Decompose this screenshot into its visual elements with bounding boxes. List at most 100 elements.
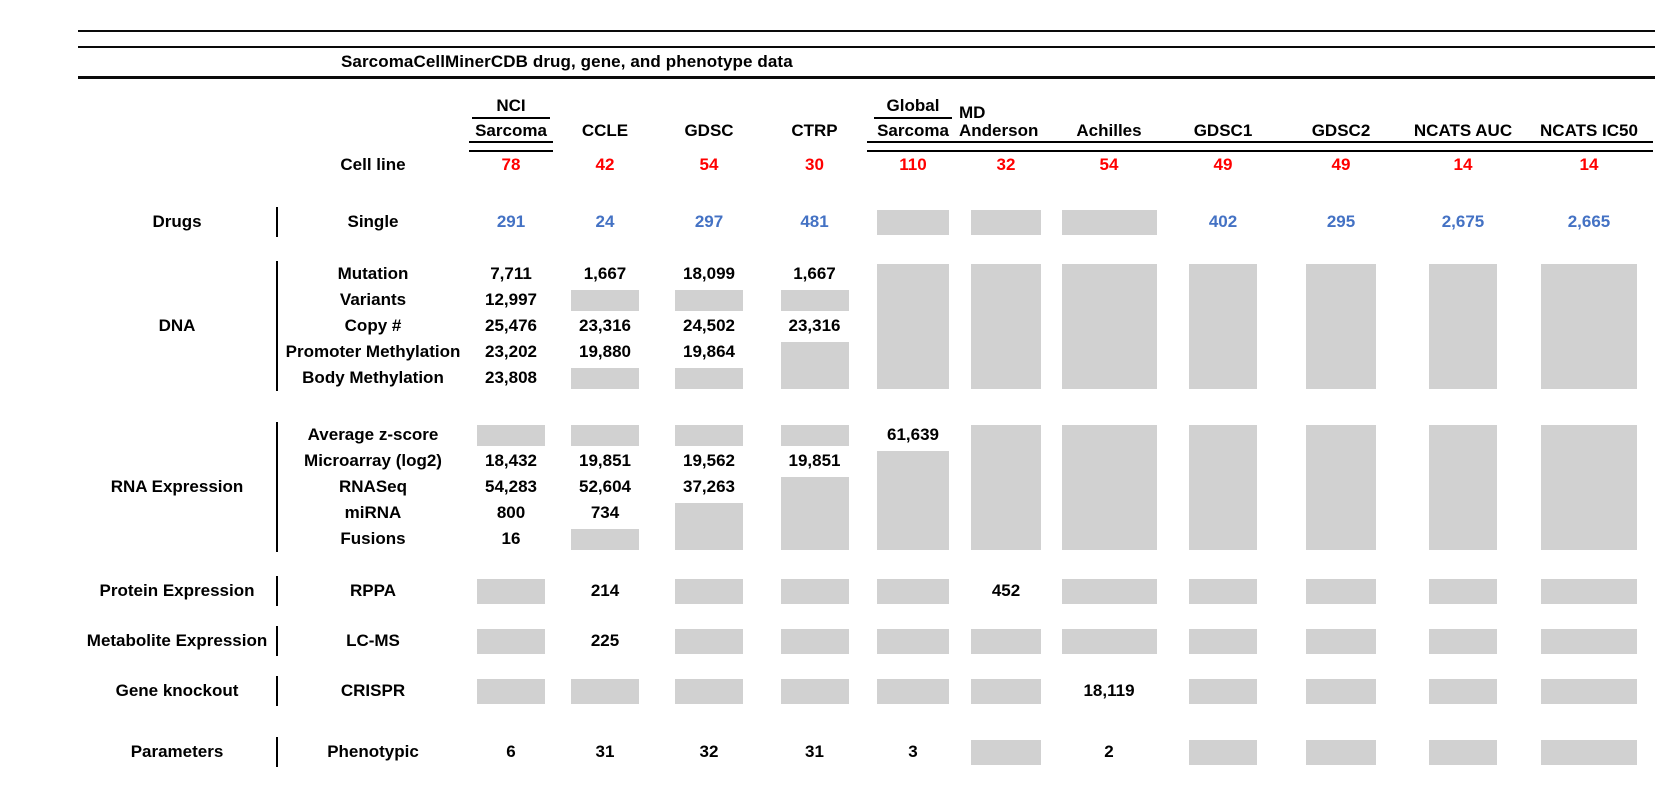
data-unavailable-box <box>1306 678 1376 704</box>
data-gap-cell <box>1401 261 1525 391</box>
cell-value: 6 <box>506 742 516 761</box>
header-double-rule-right <box>867 141 1653 152</box>
data-unavailable-box <box>1429 739 1497 765</box>
column-header-ccle: CCLE <box>554 119 656 141</box>
cell-line-count-achilles: 54 <box>1099 155 1119 174</box>
data-gap-cell <box>1401 737 1525 767</box>
column-header-top-label: NCI <box>472 97 550 119</box>
cell-value: 18,099 <box>683 264 735 283</box>
cell-value: 24 <box>595 212 615 231</box>
data-gap-cell <box>959 737 1053 767</box>
data-gap-cell <box>656 626 762 656</box>
data-gap-cell <box>1281 737 1401 767</box>
data-gap-cell <box>762 422 867 448</box>
data-unavailable-box <box>1189 578 1257 604</box>
data-gap-cell <box>656 422 762 448</box>
row-label: Single <box>347 212 399 232</box>
cell-line-count-gdsc2: 49 <box>1331 155 1351 174</box>
cell-value: 225 <box>590 631 620 650</box>
row-label: Phenotypic <box>327 742 419 762</box>
column-header-label: Sarcoma <box>475 121 547 141</box>
column-header-label: MD Anderson <box>959 102 1039 141</box>
cell-value: 19,864 <box>683 342 735 361</box>
data-unavailable-box <box>1541 578 1637 604</box>
cell-value: 12,997 <box>485 290 537 309</box>
cell-line-count-ncats-auc: 14 <box>1453 155 1473 174</box>
cell-value: 734 <box>590 503 620 522</box>
column-header-nci-sarcoma: Sarcoma <box>468 119 554 141</box>
data-unavailable-box <box>675 628 743 654</box>
data-unavailable-box <box>1541 678 1637 704</box>
data-gap-cell <box>554 365 656 391</box>
column-header-label: CCLE <box>581 121 629 141</box>
data-gap-cell <box>1165 261 1281 391</box>
cell-value: 54,283 <box>485 477 537 496</box>
section-parameters: Parameters Phenotypic 6 31 32 31 3 2 <box>78 737 1669 767</box>
cell-line-count-ccle: 42 <box>595 155 615 174</box>
data-unavailable-box <box>1189 678 1257 704</box>
row-label: miRNA <box>344 503 402 523</box>
cell-line-count-gdsc1: 49 <box>1213 155 1233 174</box>
cell-value: 481 <box>800 212 829 231</box>
data-gap-cell <box>1281 576 1401 606</box>
data-gap-cell <box>867 261 959 391</box>
row-label: CRISPR <box>340 681 406 701</box>
cell-value: 23,202 <box>485 342 537 361</box>
data-unavailable-box <box>675 424 743 446</box>
data-gap-cell <box>762 626 867 656</box>
data-unavailable-box <box>1189 424 1257 550</box>
row-label: Fusions <box>340 529 406 549</box>
cell-value: 37,263 <box>683 477 735 496</box>
data-gap-cell <box>1053 207 1165 237</box>
data-unavailable-box <box>971 209 1041 235</box>
data-gap-cell <box>1053 626 1165 656</box>
data-unavailable-box <box>1306 739 1376 765</box>
data-gap-cell <box>468 576 554 606</box>
cell-value: 214 <box>590 581 620 600</box>
section-drugs: Drugs Single 291 24 297 481 402 295 2,675 2,665 <box>78 207 1669 237</box>
cell-line-count-ctrp: 30 <box>805 155 824 174</box>
data-gap-cell <box>867 207 959 237</box>
data-gap-cell <box>1281 676 1401 706</box>
data-table: NCI Global Sarcoma CCLE GDSC CTRP Sarcoma MD An… <box>78 95 1669 767</box>
cell-value: 7,711 <box>490 264 532 283</box>
data-gap-cell <box>867 448 959 552</box>
data-unavailable-box <box>1541 628 1637 654</box>
data-unavailable-box <box>1061 263 1157 389</box>
data-gap-cell <box>1525 737 1653 767</box>
data-gap-cell <box>762 676 867 706</box>
data-gap-cell <box>1165 422 1281 552</box>
column-header-top-global-sarcoma: Global <box>867 95 959 119</box>
column-header-ncats-ic50: NCATS IC50 <box>1525 119 1653 141</box>
cell-value: 2 <box>1104 742 1114 761</box>
cell-line-count-nci-sarcoma: 78 <box>501 155 521 174</box>
header-double-rule-left <box>468 141 554 152</box>
data-gap-cell <box>959 676 1053 706</box>
cell-value: 402 <box>1208 212 1238 231</box>
data-unavailable-box <box>675 578 743 604</box>
data-unavailable-box <box>780 476 849 550</box>
data-unavailable-box <box>877 578 949 604</box>
data-unavailable-box <box>877 628 949 654</box>
data-gap-cell <box>1525 422 1653 552</box>
data-gap-cell <box>1401 676 1525 706</box>
data-unavailable-box <box>1541 424 1637 550</box>
column-header-ctrp: CTRP <box>762 119 867 141</box>
data-unavailable-box <box>571 678 639 704</box>
row-label: RNASeq <box>338 477 407 497</box>
cell-value: 291 <box>496 212 526 231</box>
data-gap-cell <box>1525 676 1653 706</box>
column-header-top-label: Global <box>874 97 952 119</box>
header-row-group: NCI Global Sarcoma CCLE GDSC CTRP Sarcoma MD An… <box>78 95 1669 179</box>
data-gap-cell <box>1525 626 1653 656</box>
cell-line-count-ncats-ic50: 14 <box>1579 155 1599 174</box>
column-header-label: GDSC2 <box>1311 121 1371 141</box>
data-gap-cell <box>468 422 554 448</box>
cell-line-count-md-anderson: 32 <box>996 155 1016 174</box>
cell-value: 61,639 <box>887 425 939 444</box>
cell-value: 295 <box>1326 212 1356 231</box>
data-gap-cell <box>1165 676 1281 706</box>
data-gap-cell <box>1165 576 1281 606</box>
column-header-gdsc: GDSC <box>656 119 762 141</box>
column-header-gdsc2: GDSC2 <box>1281 119 1401 141</box>
